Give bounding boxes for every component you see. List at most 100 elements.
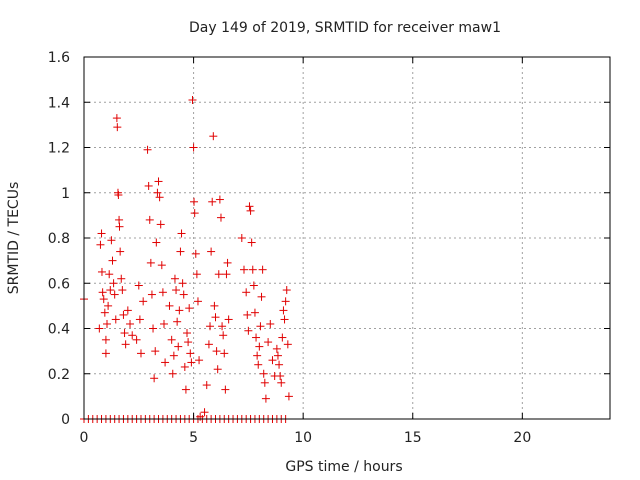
data-point: [145, 215, 154, 224]
y-tick-label: 0.6: [48, 276, 70, 292]
data-point: [224, 315, 233, 324]
data-point: [169, 351, 178, 360]
data-markers: [80, 95, 293, 423]
data-point: [96, 240, 105, 249]
data-point: [177, 229, 186, 238]
data-point: [155, 193, 164, 202]
data-point: [254, 360, 263, 369]
data-point: [250, 308, 259, 317]
data-point: [174, 342, 183, 351]
data-point: [143, 145, 152, 154]
data-point: [104, 301, 113, 310]
data-point: [101, 335, 110, 344]
data-point: [159, 319, 168, 328]
data-point: [255, 342, 264, 351]
data-point: [282, 286, 291, 295]
data-point: [259, 369, 268, 378]
data-point: [115, 222, 124, 231]
data-point: [114, 191, 123, 200]
data-point: [210, 301, 219, 310]
data-point: [189, 143, 198, 152]
data-point: [179, 290, 188, 299]
data-point: [100, 308, 109, 317]
data-point: [158, 288, 167, 297]
data-point: [115, 215, 124, 224]
data-point: [136, 349, 145, 358]
data-point: [181, 385, 190, 394]
data-point: [239, 265, 248, 274]
data-point: [209, 132, 218, 141]
data-point: [178, 279, 187, 288]
data-point: [264, 338, 273, 347]
data-point: [244, 326, 253, 335]
data-point: [117, 274, 126, 283]
data-point: [110, 290, 119, 299]
y-tick-label: 0.8: [48, 231, 70, 247]
y-tick-label: 1: [61, 186, 70, 202]
data-point: [139, 297, 148, 306]
data-point: [134, 281, 143, 290]
data-point: [187, 358, 196, 367]
data-point: [223, 258, 232, 267]
data-point: [111, 315, 120, 324]
data-point: [273, 351, 282, 360]
data-point: [261, 394, 270, 403]
data-point: [172, 286, 181, 295]
data-point: [218, 322, 227, 331]
data-point: [121, 340, 130, 349]
data-point: [175, 306, 184, 315]
data-point: [193, 297, 202, 306]
data-point: [215, 195, 224, 204]
data-point: [216, 213, 225, 222]
data-point: [184, 338, 193, 347]
data-point: [284, 392, 293, 401]
data-point: [113, 123, 122, 132]
data-point: [208, 197, 217, 206]
x-tick-label: 5: [189, 430, 198, 446]
data-point: [188, 95, 197, 104]
data-point: [176, 247, 185, 256]
data-point: [173, 317, 182, 326]
data-point: [222, 270, 231, 279]
data-point: [276, 372, 285, 381]
data-point: [168, 369, 177, 378]
data-point: [144, 181, 153, 190]
data-point: [146, 258, 155, 267]
y-tick-label: 1.4: [48, 95, 70, 111]
data-point: [272, 344, 281, 353]
data-point: [132, 335, 141, 344]
x-tick-label: 20: [513, 430, 531, 446]
data-point: [192, 270, 201, 279]
data-point: [97, 267, 106, 276]
data-point: [206, 322, 215, 331]
y-tick-label: 0: [61, 412, 70, 428]
data-point: [207, 247, 216, 256]
data-point: [280, 315, 289, 324]
x-tick-label: 15: [404, 430, 422, 446]
data-point: [108, 256, 117, 265]
data-point: [185, 304, 194, 313]
data-point: [275, 360, 284, 369]
data-point: [246, 206, 255, 215]
data-point: [147, 290, 156, 299]
data-point: [119, 310, 128, 319]
y-tick-label: 0.2: [48, 367, 70, 383]
chart-title: Day 149 of 2019, SRMTID for receiver maw…: [189, 20, 501, 36]
data-point: [196, 412, 205, 421]
data-point: [109, 279, 118, 288]
data-point: [256, 322, 265, 331]
data-point: [106, 286, 115, 295]
data-point: [212, 347, 221, 356]
data-point: [180, 362, 189, 371]
data-point: [258, 265, 267, 274]
y-tick-label: 1.6: [48, 50, 70, 66]
data-point: [220, 349, 229, 358]
data-point: [97, 229, 106, 238]
data-point: [213, 365, 222, 374]
data-point: [253, 351, 262, 360]
data-point: [167, 335, 176, 344]
data-point: [103, 319, 112, 328]
data-point: [126, 319, 135, 328]
data-point: [195, 356, 204, 365]
data-point: [151, 347, 160, 356]
